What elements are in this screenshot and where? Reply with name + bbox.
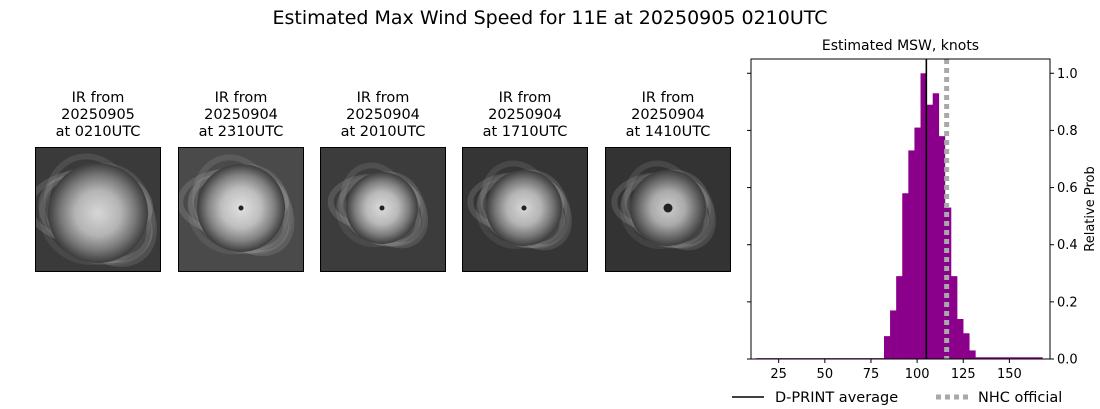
y-tick-label: 0.6	[1057, 181, 1078, 196]
histogram-bar	[1005, 357, 1013, 359]
ir-panel-5: IR from 20250904 at 1410UTC	[605, 90, 731, 272]
ir-panel-title-time: at 1710UTC	[482, 124, 568, 140]
ir-panel-title-date: 20250905	[61, 107, 135, 123]
ir-panel-title-line1: IR from	[214, 90, 268, 106]
histogram-bar	[944, 207, 952, 359]
ir-panel-title-line1: IR from	[498, 90, 552, 106]
ir-panel-1: IR from 20250905 at 0210UTC	[35, 90, 161, 272]
ir-panel-title-date: 20250904	[488, 107, 562, 123]
x-tick-label: 25	[770, 367, 787, 382]
histogram-bar	[890, 310, 897, 359]
histogram-bar	[938, 136, 946, 359]
histogram-bar	[1024, 357, 1031, 359]
y-tick-label: 0.4	[1057, 238, 1078, 253]
ir-panel-title: IR from 20250904 at 2310UTC	[178, 90, 304, 141]
histogram-bar	[932, 93, 940, 360]
histogram-bar	[999, 357, 1007, 359]
histogram-bar	[902, 193, 909, 359]
histogram-bar	[957, 319, 964, 359]
histogram-bar	[981, 357, 988, 359]
histogram-bar	[1011, 357, 1019, 359]
histogram-bar	[987, 357, 994, 359]
histogram-bar	[975, 357, 982, 359]
ir-satellite-image	[462, 147, 588, 272]
ir-panel-title: IR from 20250905 at 0210UTC	[35, 90, 161, 141]
legend-label-dprint: D-PRINT average	[775, 390, 898, 406]
x-tick-label: 75	[863, 367, 880, 382]
x-tick-label: 50	[817, 367, 834, 382]
x-tick-label: 150	[997, 367, 1022, 382]
chart-title: Estimated MSW, knots	[822, 38, 979, 54]
histogram-bar	[1036, 357, 1043, 359]
legend-label-nhc: NHC official	[978, 390, 1062, 406]
ir-panel-title-date: 20250904	[204, 107, 278, 123]
ir-panel-title: IR from 20250904 at 1710UTC	[462, 90, 588, 141]
y-axis-label: Relative Prob	[1083, 166, 1098, 251]
ir-panel-title-line1: IR from	[356, 90, 410, 106]
histogram-bar	[1017, 357, 1025, 359]
ir-satellite-image	[178, 147, 304, 272]
histogram-bar	[908, 150, 915, 359]
y-tick-label: 0.8	[1057, 124, 1078, 139]
ir-panel-title-date: 20250904	[631, 107, 705, 123]
y-tick-label: 1.0	[1057, 67, 1078, 82]
ir-panel-title-line1: IR from	[71, 90, 125, 106]
figure-title: Estimated Max Wind Speed for 11E at 2025…	[272, 7, 828, 29]
y-tick-label: 0.0	[1057, 353, 1078, 368]
ir-satellite-image	[320, 147, 446, 272]
histogram-bar	[1030, 357, 1037, 359]
ir-panel-4: IR from 20250904 at 1710UTC	[462, 90, 588, 272]
ir-panel-title-line1: IR from	[641, 90, 695, 106]
y-tick-label: 0.2	[1057, 295, 1078, 310]
ir-panel-title-time: at 0210UTC	[55, 124, 141, 140]
ir-panel-title-time: at 2010UTC	[340, 124, 426, 140]
plot-frame	[750, 58, 1051, 360]
ir-satellite-image	[605, 147, 731, 272]
ir-panel-2: IR from 20250904 at 2310UTC	[178, 90, 304, 272]
ir-panel-title-date: 20250904	[346, 107, 420, 123]
ir-satellite-image	[35, 147, 161, 272]
ir-panel-3: IR from 20250904 at 2010UTC	[320, 90, 446, 272]
ir-panel-title-time: at 1410UTC	[625, 124, 711, 140]
histogram-bar	[950, 276, 958, 359]
x-tick-label: 100	[905, 367, 930, 382]
histogram-bar	[920, 73, 927, 360]
ir-panel-title: IR from 20250904 at 1410UTC	[605, 90, 731, 141]
x-tick-label: 125	[951, 367, 976, 382]
histogram-bar	[963, 333, 970, 359]
histogram-bar	[914, 127, 921, 359]
ir-panel-title: IR from 20250904 at 2010UTC	[320, 90, 446, 141]
histogram-bar	[883, 336, 891, 359]
ir-panel-title-time: at 2310UTC	[198, 124, 284, 140]
histogram-bar	[993, 357, 1001, 359]
histogram-bar	[969, 350, 976, 359]
histogram-bar	[926, 104, 934, 359]
histogram-bar	[896, 276, 903, 359]
